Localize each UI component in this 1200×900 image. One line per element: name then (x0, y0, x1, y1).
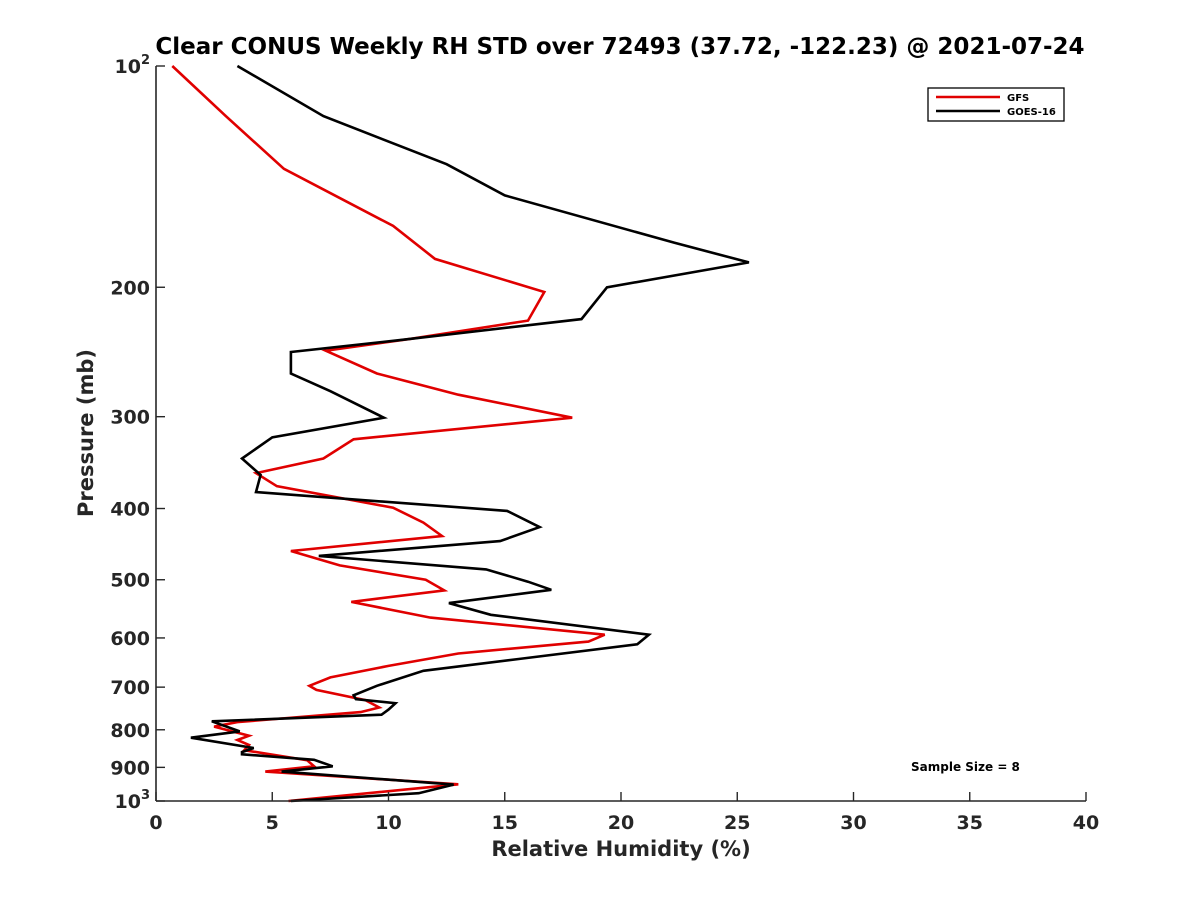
legend-label-gfs: GFS (1007, 93, 1029, 104)
y-axis-label: Pressure (mb) (74, 349, 98, 517)
y-tick-label: 200 (110, 277, 150, 299)
y-tick-label-base: 800 (110, 720, 150, 742)
y-tick-label: 500 (110, 570, 150, 592)
legend-box (927, 87, 1065, 122)
y-tick-label: 400 (110, 499, 150, 521)
y-tick-label-base: 600 (110, 628, 150, 650)
y-tick-label-exponent: 3 (141, 788, 150, 803)
legend-label-goes16: GOES-16 (1007, 107, 1056, 118)
x-tick-label: 0 (149, 812, 162, 834)
x-tick-label: 25 (724, 812, 750, 834)
x-tick-label: 35 (957, 812, 983, 834)
y-tick-label: 300 (110, 407, 150, 429)
legend: GFS GOES-16 (927, 87, 1065, 122)
y-tick-label: 600 (110, 628, 150, 650)
x-tick-label: 15 (492, 812, 518, 834)
y-tick-label-base: 400 (110, 499, 150, 521)
y-tick-label: 102 (115, 53, 151, 78)
chart-title: Clear CONUS Weekly RH STD over 72493 (37… (155, 34, 1084, 60)
x-tick-label: 20 (608, 812, 634, 834)
y-tick-label: 103 (115, 788, 151, 813)
series-layer (171, 64, 750, 803)
x-tick-label: 40 (1073, 812, 1099, 834)
x-axis-label: Relative Humidity (%) (491, 837, 750, 861)
y-tick-label-base: 10 (115, 56, 141, 78)
y-tick-label-base: 300 (110, 407, 150, 429)
y-tick-label: 900 (110, 757, 150, 779)
y-tick-label-base: 10 (115, 791, 141, 813)
y-tick-label-base: 700 (110, 677, 150, 699)
y-tick-label-base: 500 (110, 570, 150, 592)
y-tick-label-base: 200 (110, 277, 150, 299)
y-tick-label: 700 (110, 677, 150, 699)
x-tick-label: 5 (266, 812, 279, 834)
x-ticks: 0 5 10 15 20 25 30 35 40 (149, 792, 1099, 834)
sample-size-annotation: Sample Size = 8 (911, 760, 1020, 774)
y-tick-label-base: 900 (110, 757, 150, 779)
series-line-goes16 (190, 64, 750, 803)
y-tick-label-exponent: 2 (141, 53, 150, 68)
x-tick-label: 10 (375, 812, 401, 834)
y-tick-label: 800 (110, 720, 150, 742)
x-tick-label: 30 (840, 812, 866, 834)
